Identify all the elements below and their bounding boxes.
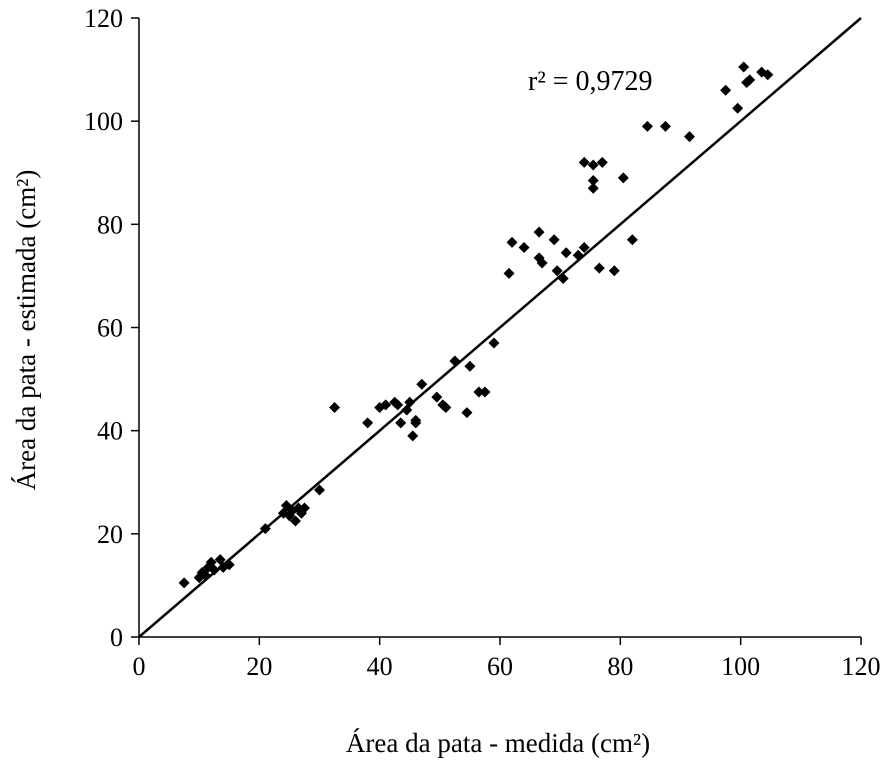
y-ticks: 0 20 40 60 80 100 120 <box>84 4 139 652</box>
data-point <box>314 484 325 496</box>
data-point <box>280 499 292 511</box>
data-point <box>593 262 605 274</box>
y-tick-label: 100 <box>84 107 123 136</box>
data-point <box>518 242 530 254</box>
x-tick-label: 0 <box>133 652 146 681</box>
data-point <box>641 120 653 132</box>
data-point <box>449 355 461 367</box>
reference-line <box>138 17 862 638</box>
data-point <box>298 502 310 514</box>
data-point <box>178 577 190 589</box>
y-tick-label: 0 <box>110 623 123 652</box>
x-axis-title: Área da pata - medida (cm²) <box>346 728 650 758</box>
data-point <box>587 174 599 186</box>
data-point <box>587 159 599 171</box>
data-point <box>548 234 560 246</box>
data-point <box>608 265 620 277</box>
y-tick-label: 60 <box>97 314 123 343</box>
data-point <box>404 396 416 408</box>
data-points <box>178 61 774 589</box>
data-point <box>596 156 608 168</box>
y-axis-title: Área da pata - estimada (cm²) <box>11 170 41 491</box>
data-point <box>732 102 744 114</box>
data-point <box>380 399 392 411</box>
x-tick-label: 60 <box>487 652 513 681</box>
y-tick-label: 20 <box>97 520 123 549</box>
data-point <box>578 156 590 168</box>
x-ticks: 0 20 40 60 80 100 120 <box>133 637 881 681</box>
data-point <box>292 502 304 514</box>
data-point <box>617 172 629 184</box>
data-point <box>551 265 563 277</box>
x-tick-label: 80 <box>607 652 633 681</box>
data-point <box>488 337 500 349</box>
x-tick-label: 100 <box>721 652 760 681</box>
data-point <box>536 257 548 269</box>
data-point <box>259 523 271 535</box>
data-point <box>720 84 732 96</box>
data-point <box>464 360 476 372</box>
data-point <box>392 399 404 411</box>
data-point <box>557 272 569 284</box>
y-tick-label: 80 <box>97 210 123 239</box>
data-point <box>440 401 452 413</box>
data-point <box>407 430 419 442</box>
data-point <box>416 378 428 390</box>
x-tick-label: 120 <box>842 652 881 681</box>
data-point <box>479 386 491 398</box>
data-point <box>362 417 374 429</box>
y-tick-label: 120 <box>84 4 123 33</box>
data-point <box>684 131 696 143</box>
x-tick-label: 20 <box>246 652 272 681</box>
data-point <box>762 69 774 81</box>
plot-area: 0 20 40 60 80 100 120 0 20 40 60 80 100 120 <box>84 4 881 681</box>
data-point <box>626 234 638 246</box>
data-point <box>738 61 750 73</box>
data-point <box>329 401 341 413</box>
data-point <box>431 391 443 403</box>
x-tick-label: 40 <box>367 652 393 681</box>
data-point <box>578 242 590 254</box>
r-squared-annotation: r² = 0,9729 <box>528 66 653 97</box>
data-point <box>572 249 584 261</box>
y-tick-label: 40 <box>97 417 123 446</box>
data-point <box>503 267 515 279</box>
data-point <box>659 120 671 132</box>
data-point <box>461 407 473 419</box>
data-point <box>744 74 756 86</box>
data-point <box>473 386 485 398</box>
data-point <box>395 417 407 429</box>
data-point <box>560 247 572 259</box>
data-point <box>223 559 235 571</box>
data-point <box>506 236 518 248</box>
data-point <box>289 515 301 527</box>
data-point <box>410 417 422 429</box>
data-point <box>587 182 599 194</box>
data-point <box>208 564 220 576</box>
data-point <box>533 226 545 238</box>
